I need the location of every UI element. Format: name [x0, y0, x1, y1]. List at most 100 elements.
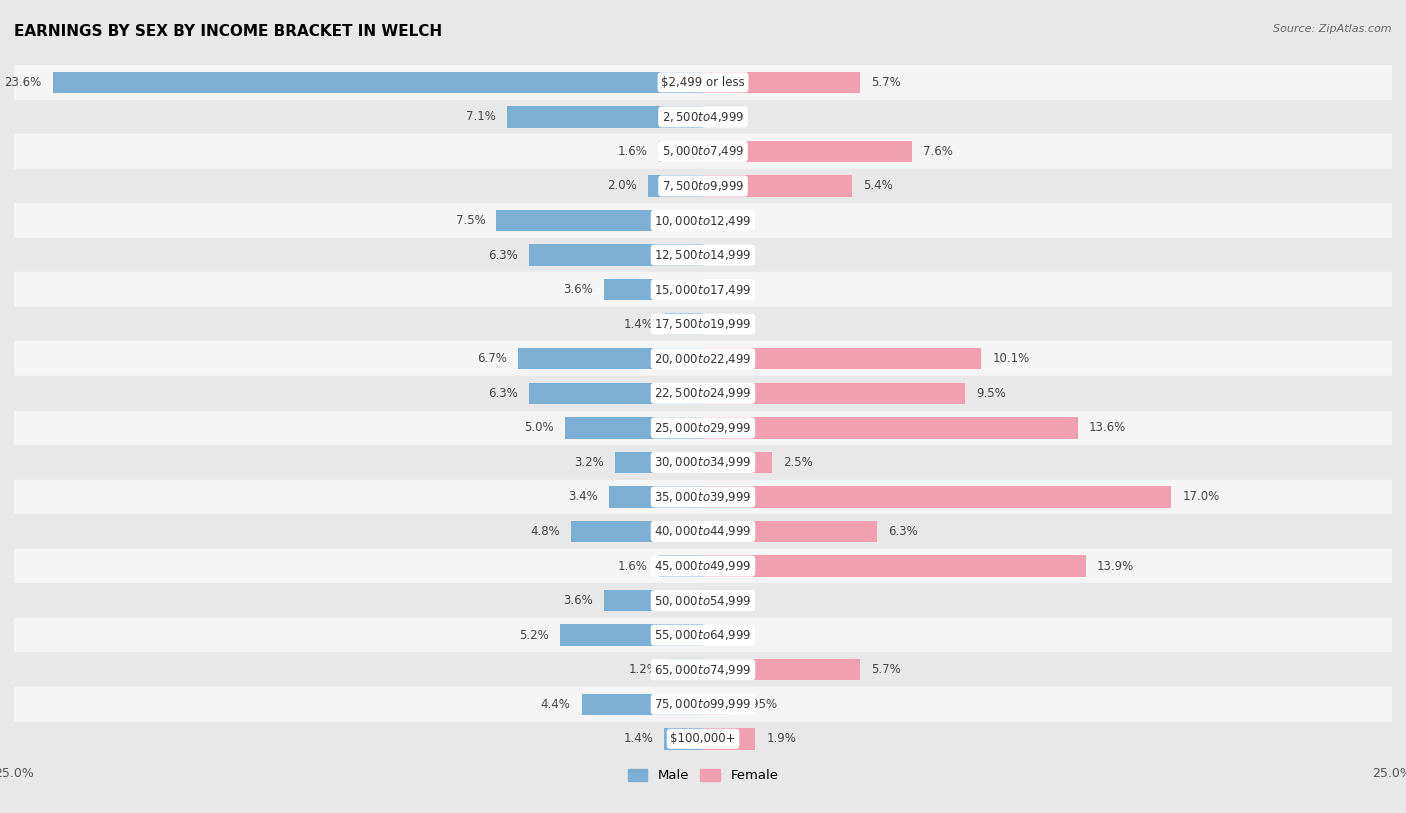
- Text: 17.0%: 17.0%: [1182, 490, 1220, 503]
- Bar: [14, 480, 1392, 514]
- Bar: [14, 411, 1392, 445]
- Bar: [14, 307, 1392, 341]
- Text: 5.7%: 5.7%: [872, 663, 901, 676]
- Bar: [14, 99, 1392, 134]
- Text: 3.2%: 3.2%: [574, 456, 603, 469]
- Text: $65,000 to $74,999: $65,000 to $74,999: [654, 663, 752, 676]
- Bar: [703, 728, 755, 750]
- Text: 3.4%: 3.4%: [568, 490, 599, 503]
- Bar: [14, 583, 1392, 618]
- Text: 4.8%: 4.8%: [530, 525, 560, 538]
- Bar: [14, 549, 1392, 583]
- Bar: [52, 72, 703, 93]
- Text: 3.6%: 3.6%: [562, 283, 593, 296]
- Bar: [14, 272, 1392, 307]
- Text: 7.5%: 7.5%: [456, 214, 485, 227]
- Text: $10,000 to $12,499: $10,000 to $12,499: [654, 214, 752, 228]
- Bar: [703, 417, 1078, 438]
- Bar: [530, 245, 703, 266]
- Bar: [565, 417, 703, 438]
- Bar: [703, 383, 965, 404]
- Bar: [703, 72, 860, 93]
- Text: 2.5%: 2.5%: [783, 456, 813, 469]
- Bar: [530, 383, 703, 404]
- Text: $5,000 to $7,499: $5,000 to $7,499: [662, 145, 744, 159]
- Bar: [703, 659, 860, 680]
- Text: $100,000+: $100,000+: [671, 733, 735, 746]
- Bar: [648, 176, 703, 197]
- Bar: [14, 376, 1392, 411]
- Bar: [703, 486, 1171, 507]
- Bar: [14, 168, 1392, 203]
- Bar: [703, 452, 772, 473]
- Text: 5.7%: 5.7%: [872, 76, 901, 89]
- Text: 1.4%: 1.4%: [623, 733, 654, 746]
- Text: 6.3%: 6.3%: [887, 525, 917, 538]
- Text: EARNINGS BY SEX BY INCOME BRACKET IN WELCH: EARNINGS BY SEX BY INCOME BRACKET IN WEL…: [14, 24, 441, 39]
- Bar: [14, 65, 1392, 99]
- Text: Source: ZipAtlas.com: Source: ZipAtlas.com: [1274, 24, 1392, 34]
- Text: $15,000 to $17,499: $15,000 to $17,499: [654, 283, 752, 297]
- Bar: [703, 555, 1085, 576]
- Text: 5.0%: 5.0%: [524, 421, 554, 434]
- Text: 13.9%: 13.9%: [1097, 559, 1135, 572]
- Bar: [609, 486, 703, 507]
- Text: 7.1%: 7.1%: [467, 111, 496, 124]
- Bar: [14, 341, 1392, 376]
- Bar: [603, 590, 703, 611]
- Bar: [14, 722, 1392, 756]
- Bar: [14, 618, 1392, 652]
- Text: 0.95%: 0.95%: [740, 698, 778, 711]
- Text: 5.2%: 5.2%: [519, 628, 548, 641]
- Bar: [665, 314, 703, 335]
- Bar: [703, 141, 912, 162]
- Text: $40,000 to $44,999: $40,000 to $44,999: [654, 524, 752, 538]
- Text: 1.6%: 1.6%: [619, 559, 648, 572]
- Text: 1.9%: 1.9%: [766, 733, 796, 746]
- Text: $35,000 to $39,999: $35,000 to $39,999: [654, 490, 752, 504]
- Bar: [703, 176, 852, 197]
- Text: $7,500 to $9,999: $7,500 to $9,999: [662, 179, 744, 193]
- Text: $45,000 to $49,999: $45,000 to $49,999: [654, 559, 752, 573]
- Bar: [560, 624, 703, 646]
- Bar: [669, 659, 703, 680]
- Text: $12,500 to $14,999: $12,500 to $14,999: [654, 248, 752, 262]
- Text: $50,000 to $54,999: $50,000 to $54,999: [654, 593, 752, 607]
- Text: 6.3%: 6.3%: [489, 249, 519, 262]
- Text: $2,500 to $4,999: $2,500 to $4,999: [662, 110, 744, 124]
- Text: $17,500 to $19,999: $17,500 to $19,999: [654, 317, 752, 331]
- Bar: [14, 514, 1392, 549]
- Bar: [603, 279, 703, 300]
- Text: 10.1%: 10.1%: [993, 352, 1029, 365]
- Text: 1.6%: 1.6%: [619, 145, 648, 158]
- Bar: [703, 348, 981, 369]
- Text: 2.0%: 2.0%: [607, 180, 637, 193]
- Bar: [614, 452, 703, 473]
- Text: $25,000 to $29,999: $25,000 to $29,999: [654, 421, 752, 435]
- Bar: [14, 237, 1392, 272]
- Text: 13.6%: 13.6%: [1088, 421, 1126, 434]
- Text: $22,500 to $24,999: $22,500 to $24,999: [654, 386, 752, 400]
- Bar: [582, 693, 703, 715]
- Text: 7.6%: 7.6%: [924, 145, 953, 158]
- Text: 9.5%: 9.5%: [976, 387, 1005, 400]
- Text: $75,000 to $99,999: $75,000 to $99,999: [654, 698, 752, 711]
- Text: 23.6%: 23.6%: [4, 76, 42, 89]
- Bar: [519, 348, 703, 369]
- Bar: [571, 521, 703, 542]
- Text: 4.4%: 4.4%: [541, 698, 571, 711]
- Bar: [14, 652, 1392, 687]
- Bar: [14, 445, 1392, 480]
- Bar: [508, 107, 703, 128]
- Text: 1.4%: 1.4%: [623, 318, 654, 331]
- Legend: Male, Female: Male, Female: [623, 763, 783, 788]
- Text: $20,000 to $22,499: $20,000 to $22,499: [654, 352, 752, 366]
- Text: $55,000 to $64,999: $55,000 to $64,999: [654, 628, 752, 642]
- Text: 1.2%: 1.2%: [628, 663, 659, 676]
- Text: $2,499 or less: $2,499 or less: [661, 76, 745, 89]
- Bar: [703, 521, 876, 542]
- Bar: [659, 555, 703, 576]
- Text: 6.3%: 6.3%: [489, 387, 519, 400]
- Bar: [14, 134, 1392, 168]
- Text: 5.4%: 5.4%: [863, 180, 893, 193]
